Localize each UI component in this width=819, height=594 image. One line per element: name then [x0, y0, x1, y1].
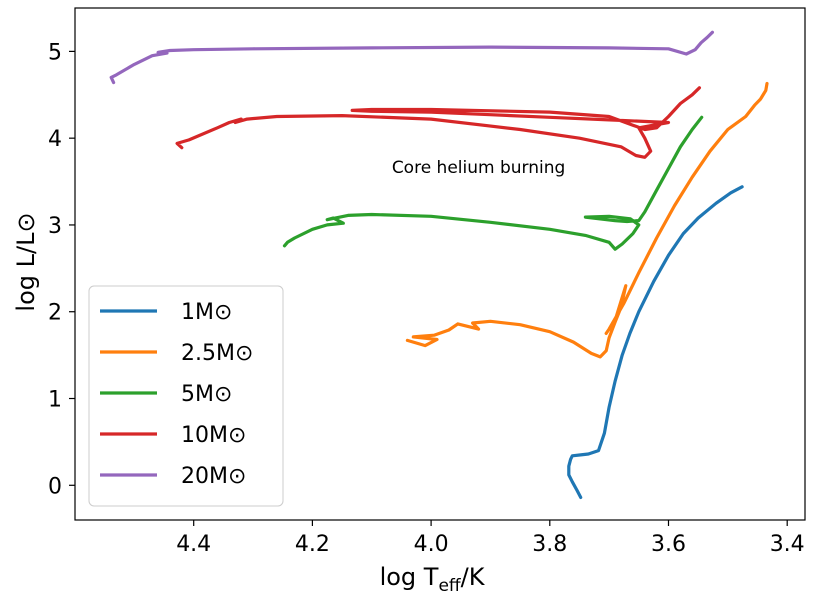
- x-axis-label-base: log T: [380, 563, 439, 591]
- series-line-1: [567, 185, 744, 499]
- x-tick-label: 4.2: [295, 532, 330, 557]
- legend-box: [88, 285, 284, 507]
- x-tick-label: 4.0: [414, 532, 449, 557]
- x-tick-label: 3.6: [651, 532, 686, 557]
- legend-label: 20M⊙: [181, 464, 246, 489]
- y-tick-label: 4: [48, 127, 62, 152]
- series-line-4: [175, 86, 701, 159]
- x-tick-label: 3.8: [532, 532, 567, 557]
- y-tick-label: 1: [48, 388, 62, 413]
- x-axis-ticks: 4.4 4.2 4.0 3.8 3.6 3.4: [176, 520, 805, 557]
- legend-label: 10M⊙: [181, 423, 246, 448]
- x-axis-label-tail: /K: [461, 563, 486, 591]
- series-line-3: [282, 115, 704, 251]
- x-tick-label: 4.4: [176, 532, 211, 557]
- series-line-5: [109, 30, 714, 85]
- series-layer: [109, 30, 769, 499]
- y-axis-label: log L/L⊙: [12, 212, 40, 311]
- legend-label: 5M⊙: [181, 382, 232, 407]
- x-axis-label-subscript: eff: [438, 576, 461, 594]
- y-tick-label: 0: [48, 474, 62, 499]
- y-tick-label: 2: [48, 301, 62, 326]
- legend: 1M⊙ 2.5M⊙ 5M⊙ 10M⊙ 20M⊙: [88, 285, 284, 507]
- legend-label: 1M⊙: [181, 300, 232, 325]
- axes: 4.4 4.2 4.0 3.8 3.6 3.4 0 1 2 3 4 5: [48, 7, 806, 557]
- y-axis-ticks: 0 1 2 3 4 5: [48, 40, 75, 499]
- y-tick-label: 3: [48, 214, 62, 239]
- legend-label: 2.5M⊙: [181, 341, 253, 366]
- x-axis-label: log Teff/K: [380, 563, 486, 594]
- y-tick-label: 5: [48, 40, 62, 65]
- plot-frame: [74, 7, 806, 521]
- x-tick-label: 3.4: [770, 532, 805, 557]
- legend-items: 1M⊙ 2.5M⊙ 5M⊙ 10M⊙ 20M⊙: [100, 300, 253, 489]
- annotation-core-helium-burning: Core helium burning: [392, 158, 566, 178]
- series-line-2: [405, 81, 769, 359]
